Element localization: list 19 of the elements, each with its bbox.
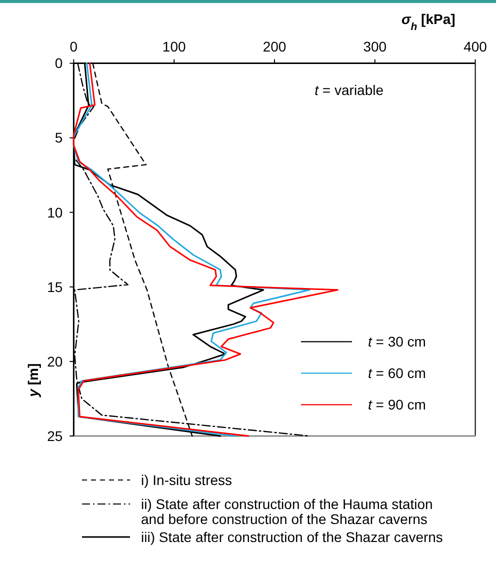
y-tick-label: 15 xyxy=(47,278,63,295)
y-tick-label: 25 xyxy=(47,428,63,444)
y-tick-label: 20 xyxy=(47,353,63,370)
text: iii) State after construction of the Shazar caverns xyxy=(141,528,443,545)
legend-label: t = 90 cm xyxy=(368,396,426,413)
legend-label: t = 60 cm xyxy=(368,365,426,382)
x-tick-label: 0 xyxy=(70,38,78,54)
y-tick-label: 5 xyxy=(54,130,63,146)
y-tick-label: 10 xyxy=(47,204,63,220)
x-axis-title: σ$_{h}$ [kPa] xyxy=(401,11,456,33)
y-tick-label: 0 xyxy=(54,55,63,72)
x-tick-label: 400 xyxy=(464,38,488,54)
annotation: t = variable xyxy=(314,82,384,98)
x-tick-label: 200 xyxy=(262,38,286,54)
legend-label: i) In-situ stress xyxy=(141,472,232,488)
legend-label: t = 30 cm xyxy=(368,334,426,350)
x-tick-label: 300 xyxy=(363,38,387,54)
y-axis-title: y [m] xyxy=(25,363,41,398)
x-tick-label: 100 xyxy=(162,38,186,54)
